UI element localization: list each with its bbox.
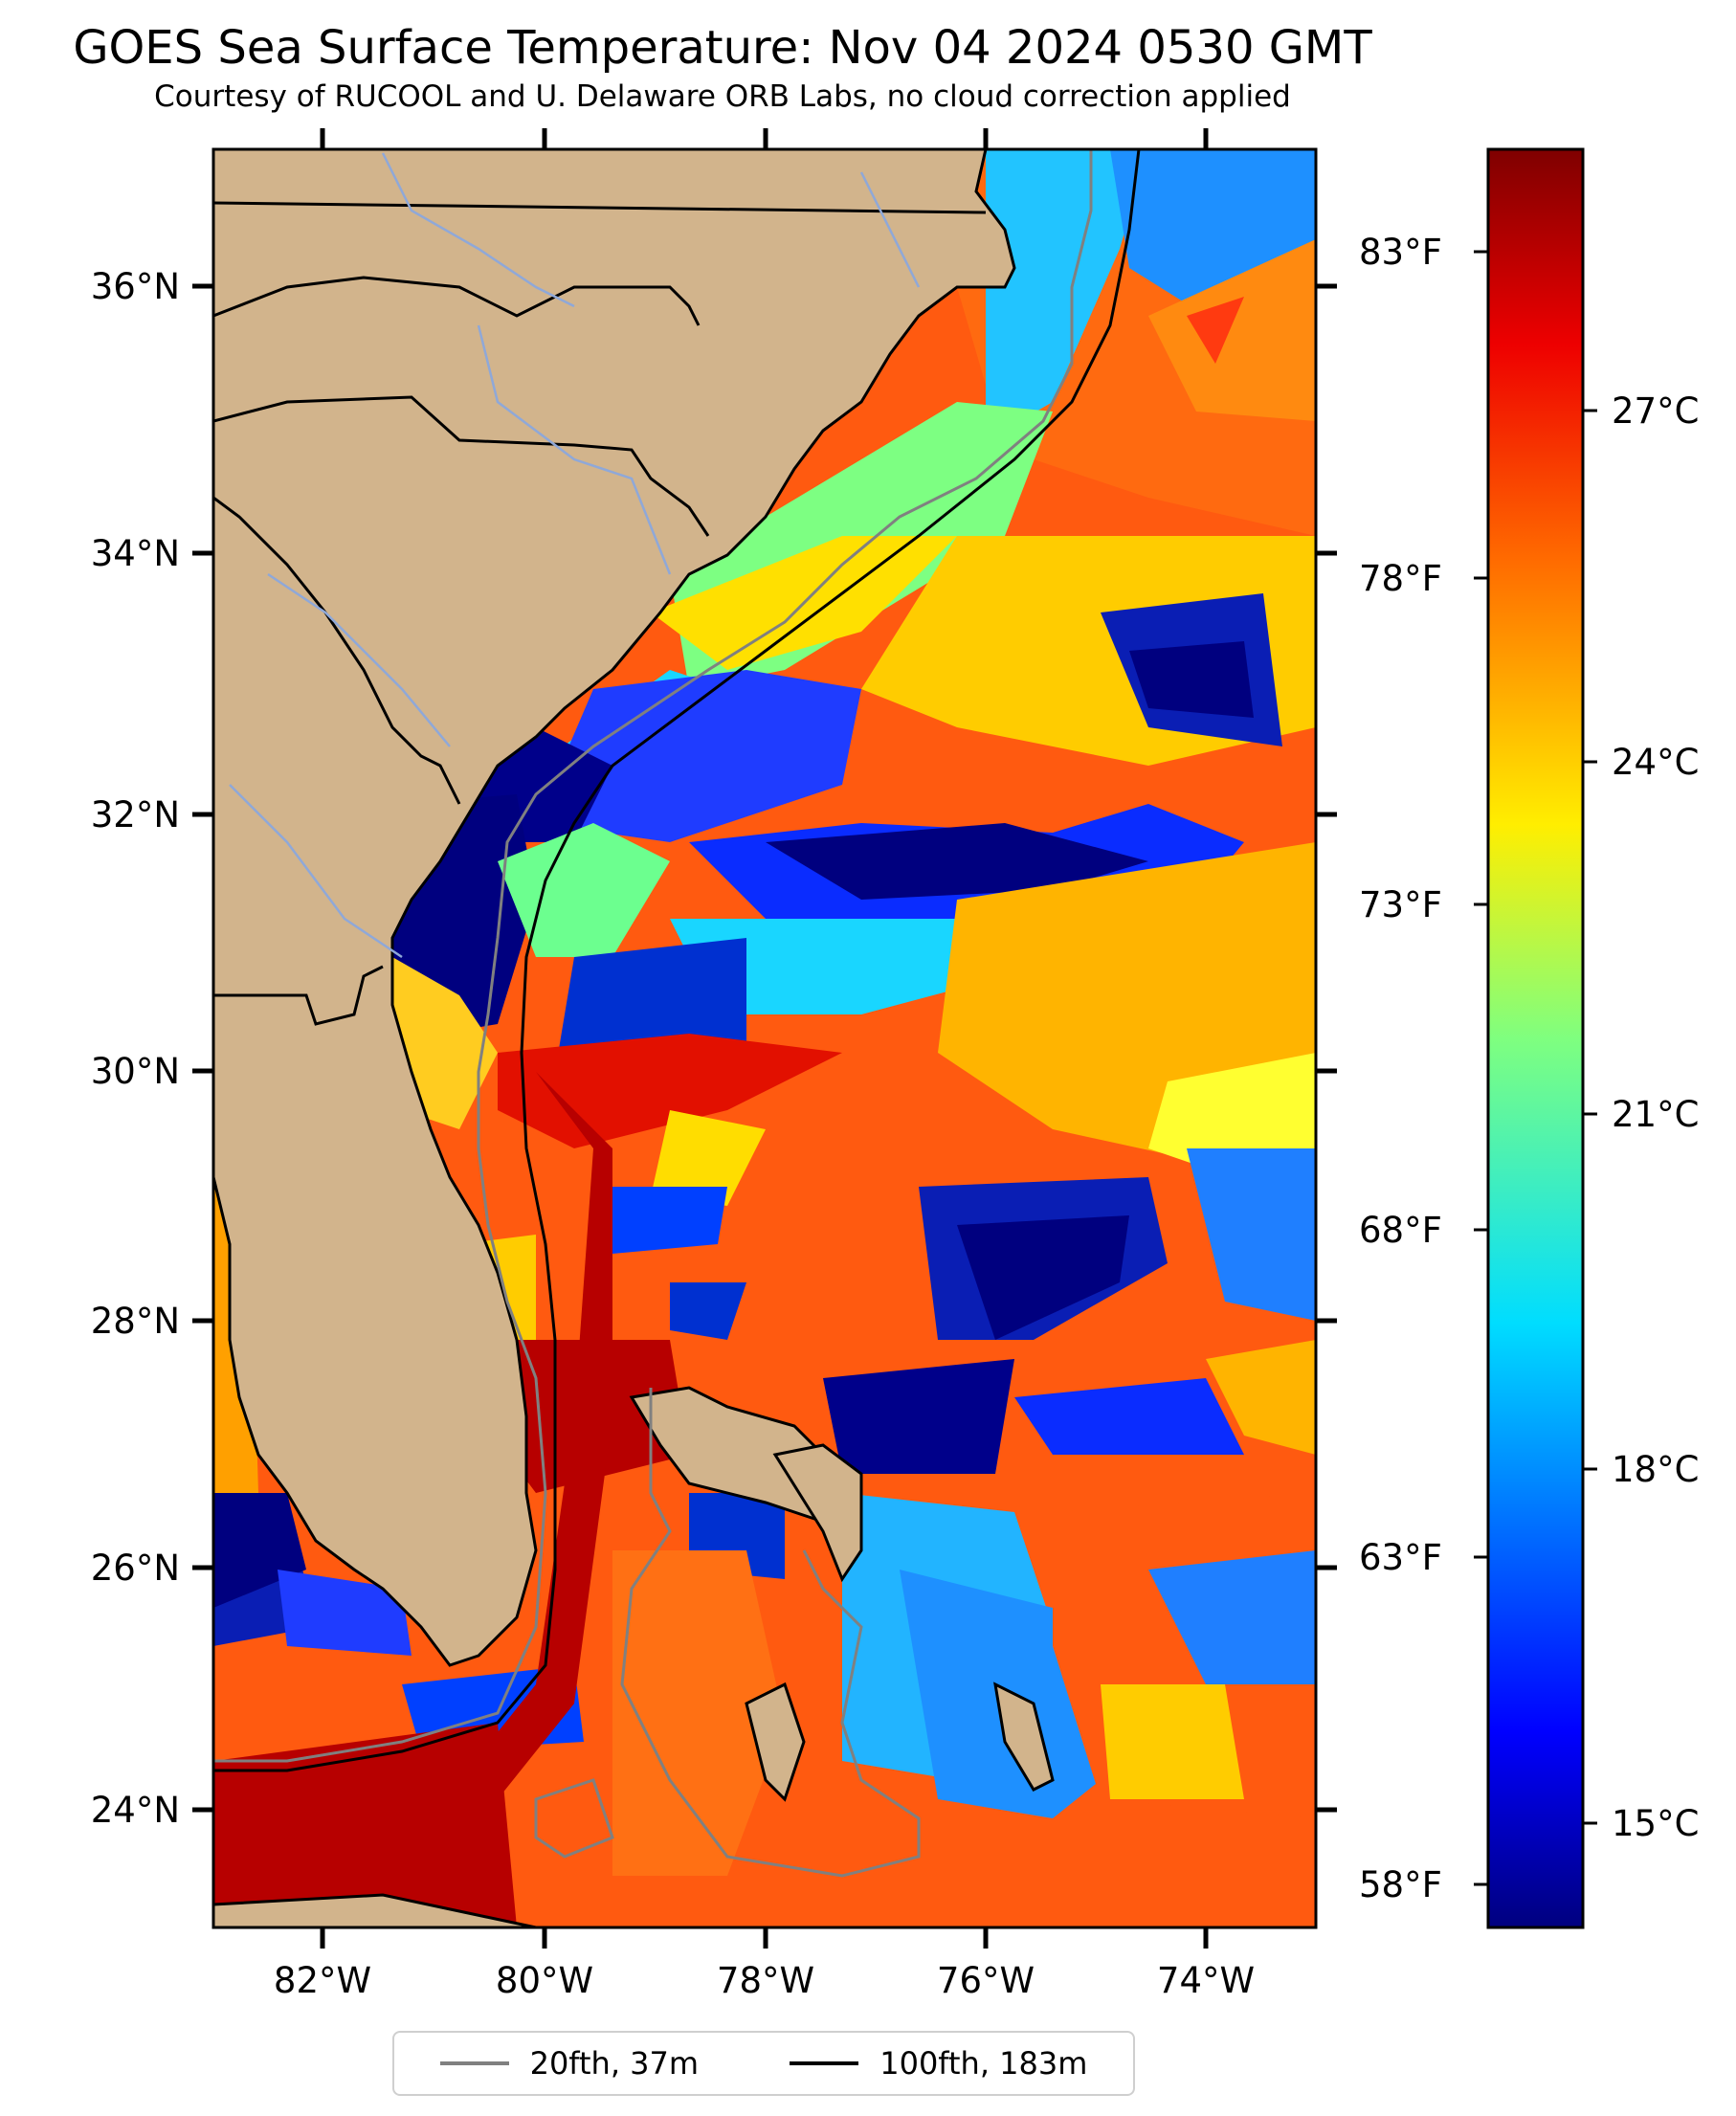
fahrenheit-label: 78°F [1359, 558, 1442, 599]
legend-swatch [790, 2061, 859, 2065]
colorbar-labels: 27°C 24°C 21°C 18°C 15°C [1612, 390, 1699, 1844]
fahrenheit-label: 68°F [1359, 1210, 1442, 1251]
lon-label: 78°W [717, 1960, 814, 2001]
lon-labels: 82°W 80°W 78°W 76°W 74°W [274, 1960, 1255, 2001]
fahrenheit-labels: 83°F 78°F 73°F 68°F 63°F 58°F [1359, 232, 1442, 1905]
fahrenheit-ticks [1474, 250, 1488, 1886]
lat-labels: 36°N 34°N 32°N 30°N 28°N 26°N 24°N [91, 266, 180, 1831]
legend-label: 20fth, 37m [529, 2045, 700, 2082]
state-borders [213, 201, 987, 1026]
fahrenheit-label: 63°F [1359, 1537, 1442, 1578]
colorbar-label: 27°C [1612, 390, 1699, 432]
lat-ticks [192, 283, 1337, 1813]
lon-label: 82°W [274, 1960, 371, 2001]
lon-ticks [320, 128, 1209, 1949]
lon-label: 76°W [937, 1960, 1035, 2001]
lon-label: 80°W [496, 1960, 593, 2001]
legend-item-100fth: 100fth, 183m [790, 2045, 1087, 2082]
contour-100fth [213, 149, 1141, 1772]
map-title: GOES Sea Surface Temperature: Nov 04 202… [73, 21, 1372, 75]
fahrenheit-label: 58°F [1359, 1864, 1442, 1905]
colorbar-label: 18°C [1612, 1449, 1699, 1490]
colorbar-label: 15°C [1612, 1803, 1699, 1844]
lon-label: 74°W [1157, 1960, 1255, 2001]
lat-label: 32°N [91, 794, 180, 835]
colorbar-label: 21°C [1612, 1094, 1699, 1135]
fahrenheit-label: 83°F [1359, 232, 1442, 273]
lat-label: 26°N [91, 1548, 180, 1589]
colorbar [1486, 147, 1585, 1929]
lat-label: 30°N [91, 1051, 180, 1092]
depth-contours [213, 149, 1141, 1878]
rivers [229, 152, 921, 959]
lat-label: 34°N [91, 533, 180, 574]
colorbar-ticks [1583, 409, 1597, 1825]
contour-20fth [213, 149, 1093, 1763]
legend-label: 100fth, 183m [879, 2045, 1088, 2082]
fahrenheit-label: 73°F [1359, 884, 1442, 925]
legend-swatch [439, 2061, 509, 2065]
map-subtitle: Courtesy of RUCOOL and U. Delaware ORB L… [154, 79, 1291, 114]
legend-item-20fth: 20fth, 37m [439, 2045, 700, 2082]
lat-label: 36°N [91, 266, 180, 307]
land-areas [213, 149, 1055, 1927]
legend: 20fth, 37m 100fth, 183m [392, 2031, 1135, 2096]
lat-label: 24°N [91, 1790, 180, 1831]
lat-label: 28°N [91, 1301, 180, 1342]
colorbar-label: 24°C [1612, 742, 1699, 783]
